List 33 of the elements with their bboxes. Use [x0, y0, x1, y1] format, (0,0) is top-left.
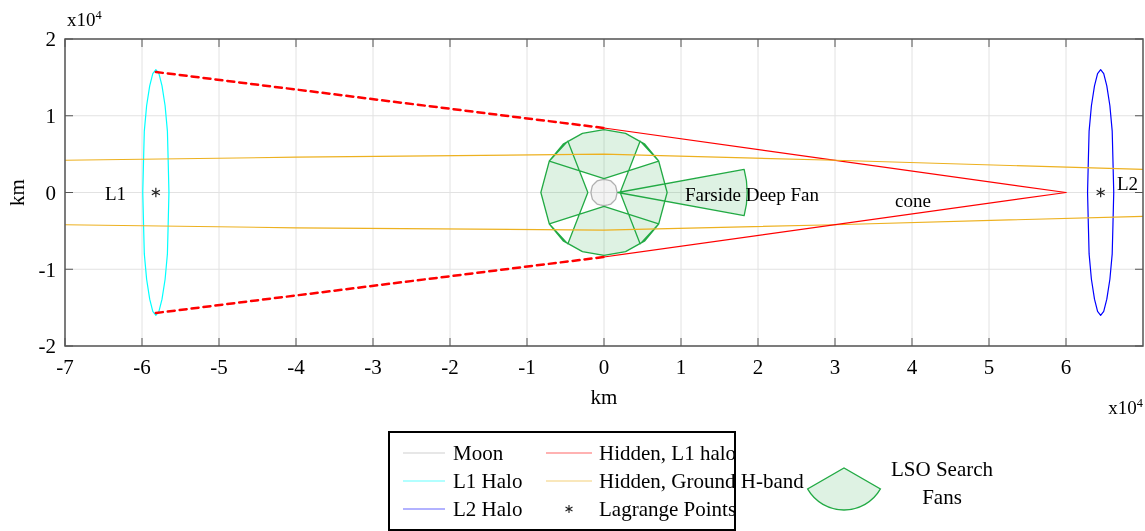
annotation: L2 [1117, 173, 1139, 194]
x-tick-label: -5 [210, 355, 228, 379]
x-tick-label: -1 [518, 355, 536, 379]
x-tick-label: -4 [287, 355, 306, 379]
y-tick-label: -2 [38, 334, 56, 359]
x-tick-label: -7 [56, 355, 74, 379]
x-tick-label: -3 [364, 355, 382, 379]
x-axis-title: km [590, 385, 618, 409]
x-tick-label: 1 [675, 355, 687, 379]
legend-label: Moon [453, 441, 504, 466]
legend-label: LSO Search Fans [890, 457, 994, 509]
x-tick-label: -6 [133, 355, 151, 379]
y-axis-title: km [5, 179, 29, 206]
x-tick-label: 4 [906, 355, 918, 379]
x-tick-label: 3 [829, 355, 841, 379]
legend-label: Hidden, Ground H-band [599, 469, 805, 494]
y-tick-label: 2 [45, 27, 56, 52]
text: x10$^{4}$ [67, 8, 102, 30]
y-tick-label: -1 [38, 257, 56, 282]
legend-label: L2 Halo [453, 497, 523, 522]
y-tick-label: 1 [45, 104, 56, 129]
text: x10$^{4}$ [1108, 396, 1143, 418]
x-tick-label: -2 [441, 355, 459, 379]
annotation: L1 [105, 183, 127, 204]
x-tick-label: 5 [983, 355, 995, 379]
annotation: cone [895, 190, 931, 211]
x-tick-label: 2 [752, 355, 764, 379]
legend-label: L1 Halo [453, 469, 523, 494]
legend-label: Hidden, L1 halo [599, 441, 737, 466]
y-tick-label: 0 [45, 180, 56, 205]
x-tick-label: 6 [1060, 355, 1072, 379]
x-tick-label: 0 [598, 355, 610, 379]
legend-label: Lagrange Points [599, 497, 737, 522]
